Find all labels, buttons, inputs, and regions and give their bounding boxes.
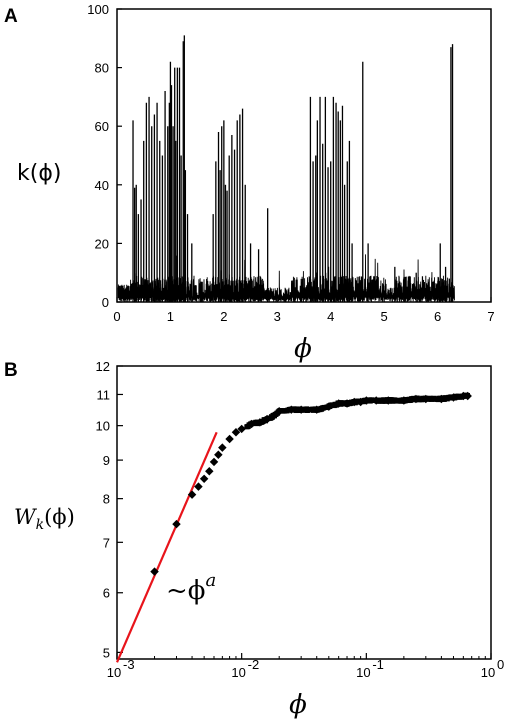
panel-a-x-tick-label: 3	[274, 309, 281, 324]
panel-b-points	[150, 391, 472, 576]
panel-b-x-tick-exponent: 0	[497, 657, 504, 672]
panel-b-y-label-sub: k	[36, 517, 44, 533]
panel-a-letter: A	[4, 6, 18, 27]
panel-b-annotation-base: ~ϕ	[166, 576, 206, 606]
panel-b-data-point	[194, 482, 203, 491]
panel-a-x-axis-label: ϕ	[294, 334, 312, 364]
panel-a-x-tick-label: 5	[381, 309, 388, 324]
panel-b-data-point	[187, 490, 197, 499]
panel-b-x-tick-label: 10	[231, 665, 245, 680]
panel-b-y-tick-label: 6	[103, 586, 110, 601]
panel-b-x-tick-label: 10	[107, 665, 121, 680]
panel-a-x-tick-label: 2	[220, 309, 227, 324]
panel-a-spikes	[117, 35, 455, 303]
panel-b-annotation: ~ϕa	[166, 570, 216, 606]
panel-b-y-label-w: W	[14, 505, 38, 529]
panel-b-fit-line	[115, 431, 218, 663]
panel-b-x-tick-label: 10	[356, 665, 370, 680]
panel-b-data-point	[214, 450, 223, 459]
panel-a-series-line	[117, 254, 455, 303]
panel-b-data-point	[237, 424, 246, 434]
panel-a-y-tick-label: 100	[87, 2, 109, 17]
panel-b-plot-frame	[116, 365, 492, 660]
panel-b-y-tick-label: 10	[96, 419, 110, 434]
panel-b-x-tick-exponent: -1	[372, 657, 384, 672]
panel-a-y-axis-label: k(ϕ)	[17, 161, 61, 186]
panel-a-x-tick-label: 4	[327, 309, 334, 324]
panel-b-x-axis-label: ϕ	[289, 690, 307, 719]
panel-a-x-tick-label: 1	[167, 309, 174, 324]
panel-b-y-label-phi: (ϕ)	[44, 505, 75, 529]
panel-b-data-point	[225, 434, 234, 444]
panel-b-trail-point	[464, 392, 470, 398]
panel-b-x-tick-exponent: -3	[123, 657, 135, 672]
panel-b-y-tick-label: 5	[103, 645, 110, 660]
panel-b-y-tick-label: 7	[103, 535, 110, 550]
panel-b-y-tick-label: 11	[97, 387, 111, 402]
panel-b-data-point	[199, 474, 209, 484]
panel-b-data-point	[231, 428, 241, 437]
panel-a-y-tick-label: 60	[95, 119, 109, 134]
panel-b-data-point	[205, 466, 214, 476]
panel-a-x-tick-label: 7	[487, 309, 494, 324]
panel-b-data-point	[218, 443, 227, 452]
panel-b-y-tick-label: 8	[103, 492, 110, 507]
panel-b-y-tick-label: 12	[96, 359, 110, 374]
panel-a-x-tick-label: 0	[113, 309, 120, 324]
panel-b-data-point	[209, 457, 219, 467]
panel-b-y-axis-label: Wk(ϕ)	[14, 505, 75, 533]
panel-b-data-point	[172, 519, 181, 529]
panel-a-y-tick-label: 80	[95, 61, 109, 76]
panel-a-y-tick-label: 20	[95, 236, 109, 251]
panel-b-letter: B	[4, 360, 18, 381]
panel-a-ticks: 0 1 2 3 4 5 6 7 0 20 40 60 80 100	[87, 2, 494, 324]
panel-a-y-tick-label: 40	[95, 178, 109, 193]
panel-b-y-tick-label: 9	[103, 453, 110, 468]
panel-b-x-tick-exponent: -2	[248, 657, 260, 672]
panel-b-x-tick-label: 10	[481, 665, 495, 680]
panel-b-annotation-exponent: a	[206, 570, 217, 591]
panel-a-x-tick-label: 6	[434, 309, 441, 324]
panel-a-plot-frame	[116, 8, 492, 303]
panel-a-y-tick-label: 0	[102, 295, 109, 310]
